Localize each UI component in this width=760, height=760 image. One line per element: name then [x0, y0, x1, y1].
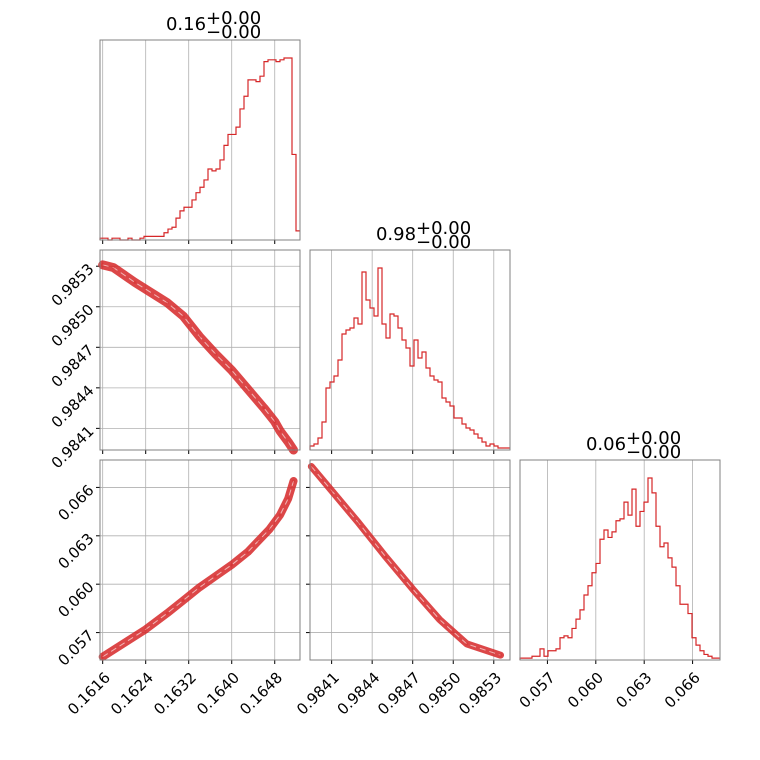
scatter-2-1-point-7 [498, 653, 503, 657]
scatter-2-0-point-12 [291, 479, 296, 483]
scatter-2-1-background [310, 460, 510, 660]
scatter-2-1-contour-line [310, 466, 501, 656]
scatter-2-0-point-2 [165, 611, 169, 615]
scatter-2-0-ytick-label-3: 0.066 [54, 481, 97, 524]
hist-0-title: 0.16 +0.00−0.00 [166, 8, 261, 43]
hist-2-xtick-label-0: 0.057 [516, 669, 559, 712]
scatter-1-0-ytick-label-2: 0.9847 [48, 341, 98, 391]
scatter-2-0-point-11 [286, 497, 290, 501]
scatter-1-0-ytick-label-1: 0.9844 [48, 382, 98, 432]
scatter-2-1-point-1 [330, 489, 334, 493]
scatter-2-0-xtick-label-4: 0.1648 [236, 669, 286, 719]
scatter-2-0-point-10 [278, 513, 282, 517]
scatter-2-0-point-4 [197, 585, 202, 590]
scatter-1-0-point-8 [246, 387, 250, 391]
scatter-1-0-points [98, 260, 299, 455]
scatter-2-1-xtick-label-2: 0.9847 [374, 669, 424, 719]
hist-0-title-value: 0.16 [166, 14, 206, 35]
hist-2-xtick-label-3: 0.066 [661, 669, 704, 712]
scatter-1-0-ytick-label-4: 0.9853 [48, 260, 98, 310]
hist-2-title-lower-error: −0.00 [626, 442, 681, 463]
hist-0-frame [99, 39, 301, 241]
scatter-2-0-background [100, 460, 300, 660]
hist-2-title: 0.06 +0.00−0.00 [586, 428, 681, 463]
scatter-2-1-frame [309, 459, 511, 661]
hist-2-steps [519, 477, 720, 660]
scatter-2-0-xtick-label-2: 0.1632 [150, 669, 200, 719]
hist-1-title-upper-error: +0.00 [416, 218, 471, 239]
scatter-1-0-point-2 [133, 280, 137, 285]
scatter-1-0-point-11 [278, 429, 282, 433]
scatter-2-0-point-6 [230, 563, 234, 567]
scatter-2-0-point-3 [181, 598, 185, 602]
scatter-1-0-point-10 [273, 420, 277, 424]
hist-1-title: 0.98 +0.00−0.00 [376, 218, 471, 253]
hist-1-frame [309, 249, 511, 451]
scatter-2-0-points [98, 476, 298, 661]
scatter-2-0-xtick-label-1: 0.1624 [107, 669, 157, 719]
scatter-2-0-ytick-label-0: 0.057 [54, 626, 97, 669]
scatter-1-0-point-6 [213, 352, 218, 356]
scatter-1-0-ytick-label-3: 0.9850 [48, 301, 98, 351]
hist-2-title-value: 0.06 [586, 434, 626, 455]
scatter-2-1-xtick-label-0: 0.9841 [293, 669, 343, 719]
scatter-2-0-density-band [98, 476, 298, 661]
scatter-1-0-frame [99, 249, 301, 451]
scatter-2-0-frame [99, 459, 301, 661]
scatter-2-0-point-9 [267, 527, 271, 531]
hist-2-xtick-label-1: 0.060 [564, 669, 607, 712]
scatter-2-0-ytick-label-2: 0.063 [54, 530, 97, 573]
scatter-2-1-point-3 [384, 555, 388, 559]
scatter-2-1-point-5 [438, 618, 442, 622]
scatter-2-0-xtick-label-3: 0.1640 [193, 669, 243, 719]
scatter-2-1-point-4 [411, 587, 415, 591]
scatter-2-0-xtick-label-0: 0.1616 [64, 669, 114, 719]
scatter-2-1-xtick-label-1: 0.9844 [334, 669, 384, 719]
scatter-2-0-point-0 [101, 655, 105, 659]
scatter-1-0-point-7 [230, 368, 234, 372]
scatter-2-1-point-6 [465, 642, 469, 646]
hist-2-background [520, 460, 720, 660]
hist-1-title-lower-error: −0.00 [416, 232, 471, 253]
hist-0-background [100, 40, 300, 240]
scatter-1-0-point-12 [286, 440, 290, 444]
scatter-2-1-xtick-label-4: 0.9853 [455, 669, 505, 719]
hist-2-title-upper-error: +0.00 [626, 428, 681, 449]
scatter-1-0-point-9 [262, 406, 266, 410]
hist-0-title-lower-error: −0.00 [206, 22, 261, 43]
scatter-2-0-point-1 [144, 627, 148, 631]
scatter-2-0-point-7 [246, 550, 250, 554]
hist-2-frame [519, 459, 721, 661]
scatter-1-0-contour-line [102, 264, 294, 451]
plot-content: 0.16 +0.00−0.000.98410.98440.98470.98500.… [48, 8, 721, 719]
scatter-2-1-point-2 [357, 521, 361, 525]
scatter-1-0-point-4 [181, 314, 185, 318]
hist-0-title-upper-error: +0.00 [206, 8, 261, 29]
scatter-2-1-xtick-label-3: 0.9850 [415, 669, 465, 719]
hist-1-title-value: 0.98 [376, 224, 416, 245]
scatter-2-1-point-0 [309, 464, 313, 469]
scatter-2-0-point-5 [213, 574, 218, 578]
scatter-2-0-ytick-label-1: 0.060 [54, 578, 97, 621]
scatter-1-0-point-3 [165, 301, 169, 305]
scatter-2-1-points [307, 462, 505, 659]
scatter-1-0-point-0 [101, 263, 105, 267]
scatter-2-0-point-8 [257, 539, 261, 543]
hist-2-xtick-label-2: 0.063 [612, 669, 655, 712]
scatter-1-0-ytick-label-0: 0.9841 [48, 422, 98, 472]
scatter-1-0-point-5 [197, 334, 202, 339]
hist-1-steps [309, 267, 510, 450]
scatter-1-0-point-1 [111, 265, 116, 270]
